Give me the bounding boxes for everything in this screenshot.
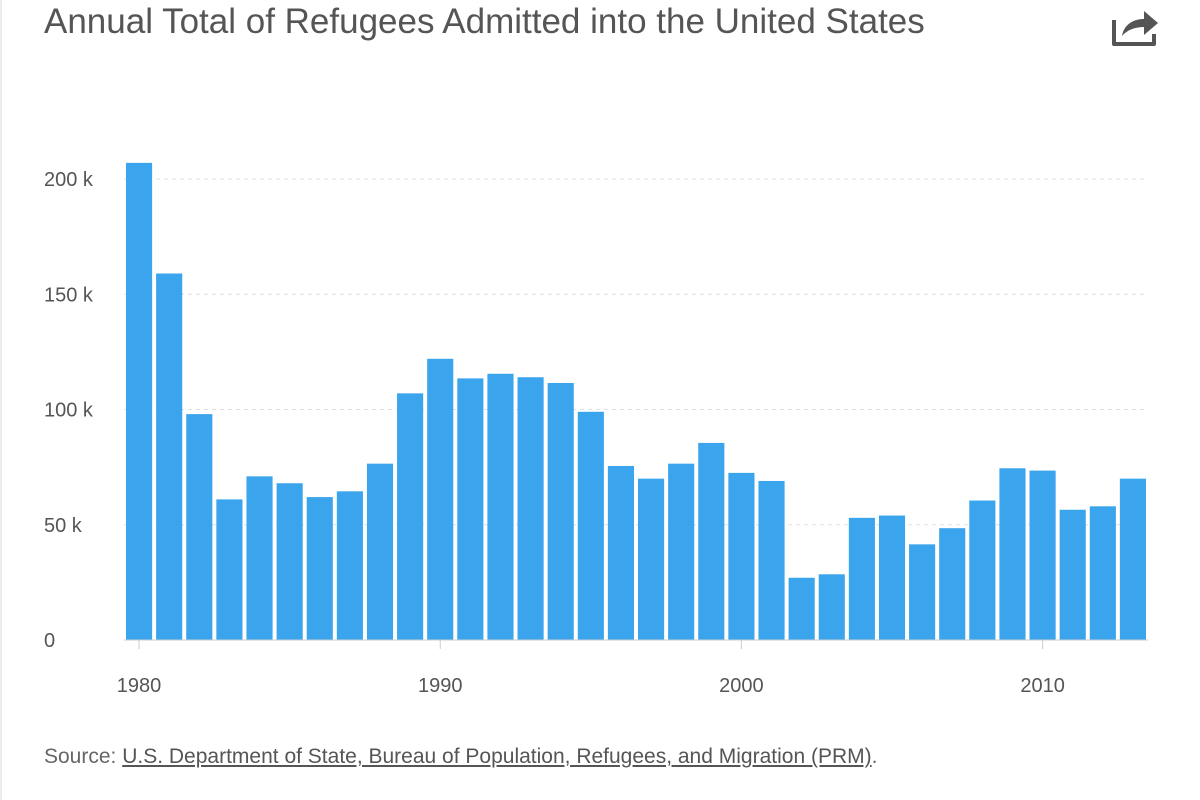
bar-1980[interactable]	[126, 162, 153, 641]
bar-1985[interactable]	[276, 483, 303, 640]
y-tick-label: 150 k	[44, 284, 94, 306]
y-tick-label: 0	[44, 630, 55, 652]
share-button[interactable]	[1108, 4, 1162, 48]
bars	[126, 162, 1146, 641]
y-tick-label: 50 k	[44, 515, 83, 537]
x-axis-ticks: 1980 1990 2000 2010	[117, 640, 1065, 697]
bar-2001[interactable]	[758, 480, 785, 640]
bar-1983[interactable]	[216, 499, 243, 640]
bar-1982[interactable]	[186, 414, 213, 640]
x-tick-label: 2000	[719, 675, 764, 697]
bar-1988[interactable]	[366, 463, 394, 640]
bar-1999[interactable]	[698, 442, 725, 640]
left-border	[0, 0, 2, 800]
y-tick-label: 200 k	[44, 169, 94, 191]
bar-1987[interactable]	[336, 491, 363, 640]
bar-1993[interactable]	[517, 377, 544, 640]
bar-1996[interactable]	[607, 465, 634, 640]
bar-2005[interactable]	[878, 515, 906, 640]
bar-1981[interactable]	[156, 273, 183, 640]
bar-2006[interactable]	[909, 544, 936, 640]
bar-2003[interactable]	[818, 574, 845, 640]
bar-2000[interactable]	[728, 472, 755, 640]
x-tick-label: 1990	[418, 675, 463, 697]
chart-title: Annual Total of Refugees Admitted into t…	[44, 2, 925, 41]
bar-1992[interactable]	[487, 373, 514, 640]
bar-1991[interactable]	[457, 378, 484, 640]
bar-2010[interactable]	[1029, 470, 1056, 640]
bar-2009[interactable]	[999, 468, 1026, 640]
bar-2004[interactable]	[848, 517, 875, 640]
bar-1994[interactable]	[547, 382, 574, 640]
bar-1984[interactable]	[246, 476, 273, 640]
bar-1989[interactable]	[397, 393, 424, 640]
bar-1990[interactable]	[427, 358, 454, 640]
bar-1998[interactable]	[668, 463, 695, 640]
bar-2007[interactable]	[939, 528, 966, 640]
bar-2012[interactable]	[1089, 506, 1116, 640]
bar-2011[interactable]	[1059, 509, 1086, 640]
x-tick-label: 2010	[1020, 675, 1065, 697]
source-prefix: Source:	[44, 745, 123, 768]
y-tick-label: 100 k	[44, 400, 94, 422]
source-suffix: .	[871, 745, 878, 768]
bar-1986[interactable]	[306, 497, 333, 640]
bar-2013[interactable]	[1119, 478, 1146, 640]
grid-lines	[124, 178, 1148, 526]
bar-2008[interactable]	[969, 500, 996, 640]
x-tick-label: 1980	[117, 675, 162, 697]
bar-1997[interactable]	[638, 478, 665, 640]
source-note: Source: U.S. Department of State, Bureau…	[44, 745, 877, 769]
bar-2002[interactable]	[788, 577, 815, 640]
source-link[interactable]: U.S. Department of State, Bureau of Popu…	[122, 745, 872, 768]
y-axis-tick-labels: 0 50 k 100 k 150 k 200 k	[44, 169, 94, 652]
share-arrow-icon	[1112, 11, 1158, 46]
bar-1995[interactable]	[577, 411, 604, 640]
